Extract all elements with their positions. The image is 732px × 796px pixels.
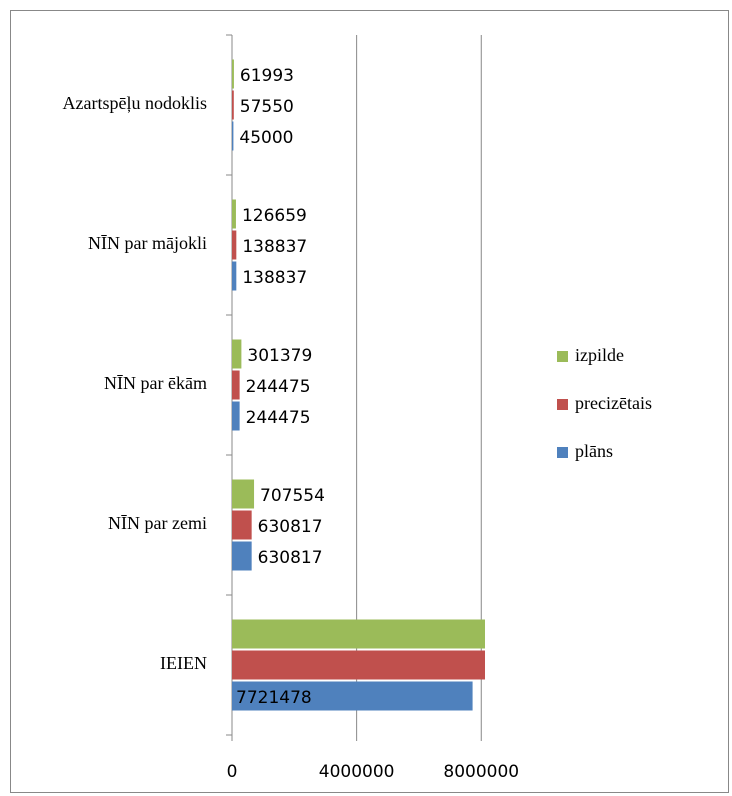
- data-label: 301379: [247, 346, 312, 366]
- legend-swatch: [557, 351, 568, 362]
- y-tick-label: NĪN par ēkām: [104, 373, 207, 393]
- data-label: 630817: [258, 517, 323, 537]
- y-tick-label: Azartspēļu nodoklis: [63, 93, 207, 113]
- legend-label: precizētais: [575, 393, 652, 413]
- data-label: 61993: [240, 66, 294, 86]
- y-tick-label: NĪN par mājokli: [88, 233, 207, 253]
- bar: [232, 479, 255, 509]
- x-tick-label: 0: [227, 762, 238, 782]
- y-tick-label: IEIEN: [160, 653, 207, 673]
- bar: [232, 261, 237, 291]
- bar: [232, 541, 252, 571]
- legend-label: plāns: [575, 441, 613, 461]
- data-label: 126659: [242, 206, 307, 226]
- data-label: 244475: [246, 377, 311, 397]
- bar: [232, 90, 234, 120]
- bar: [232, 370, 240, 400]
- bar: [232, 401, 240, 431]
- legend-swatch: [557, 447, 568, 458]
- bar: [232, 121, 234, 151]
- data-label: 630817: [258, 548, 323, 568]
- bar: [232, 59, 234, 89]
- bar: [232, 510, 252, 540]
- y-tick-label: NĪN par zemi: [108, 513, 207, 533]
- data-label: 7721478: [236, 688, 312, 708]
- data-label: 45000: [239, 128, 293, 148]
- bar: [232, 681, 473, 711]
- data-label: 138837: [242, 237, 307, 257]
- legend-label: izpilde: [575, 345, 624, 365]
- bar: [232, 199, 236, 229]
- bar: [232, 650, 485, 680]
- data-label: 707554: [260, 486, 325, 506]
- bar: [232, 230, 237, 260]
- data-label: 138837: [242, 268, 307, 288]
- x-tick-label: 4000000: [319, 762, 395, 782]
- x-tick-label: 8000000: [443, 762, 519, 782]
- data-label: 244475: [246, 408, 311, 428]
- bar: [232, 339, 242, 369]
- legend-swatch: [557, 399, 568, 410]
- data-label: 57550: [240, 97, 294, 117]
- bar: [232, 619, 485, 649]
